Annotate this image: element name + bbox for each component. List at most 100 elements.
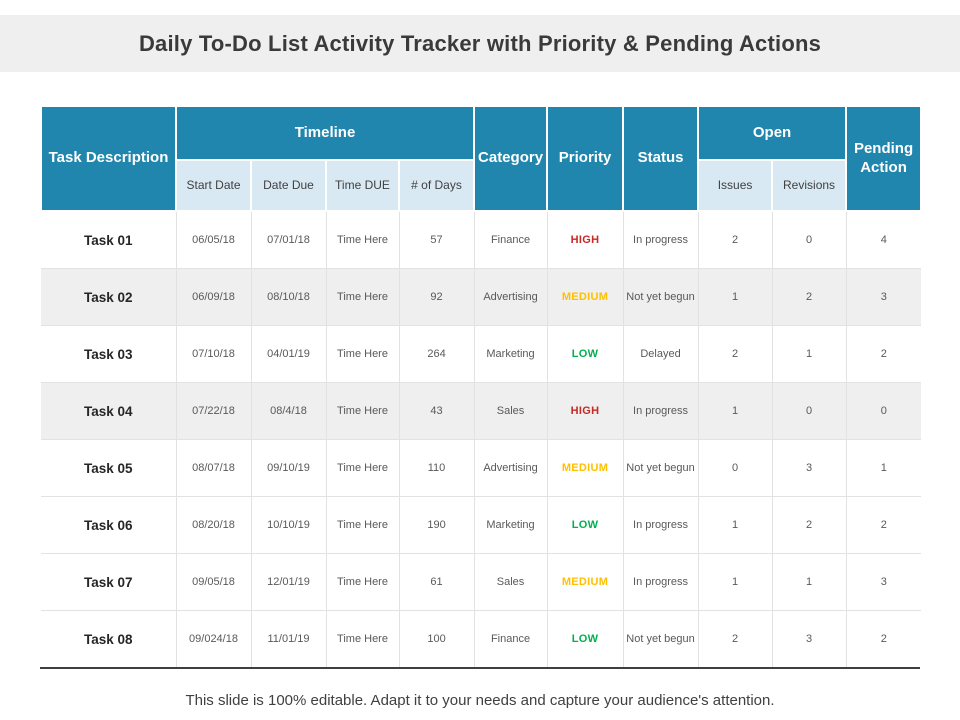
cell-start-date: 09/05/18 [175, 553, 252, 611]
task-label: Task 03 [41, 325, 177, 383]
cell-category: Finance [473, 610, 548, 667]
cell-num-days: 92 [398, 268, 475, 326]
cell-start-date: 09/024/18 [175, 610, 252, 667]
cell-num-days: 264 [398, 325, 475, 383]
task-label: Task 08 [41, 610, 177, 667]
activity-tracker-table: Task Description Timeline Category Prior… [40, 104, 923, 667]
cell-open-revisions: 2 [771, 496, 847, 554]
cell-num-days: 110 [398, 439, 475, 497]
task-label: Task 02 [41, 268, 177, 326]
table-row: Task 04 07/22/18 08/4/18 Time Here 43 Sa… [41, 382, 922, 440]
cell-priority: MEDIUM [546, 553, 624, 611]
cell-open-revisions: 1 [771, 325, 847, 383]
cell-open-issues: 2 [697, 610, 773, 667]
task-label: Task 07 [41, 553, 177, 611]
cell-open-issues: 1 [697, 553, 773, 611]
cell-start-date: 06/05/18 [175, 211, 252, 269]
cell-status: Not yet begun [622, 610, 699, 667]
header-date-due: Date Due [250, 159, 327, 212]
cell-open-issues: 2 [697, 325, 773, 383]
cell-num-days: 190 [398, 496, 475, 554]
cell-pending-action: 0 [845, 382, 922, 440]
header-time-due: Time DUE [325, 159, 400, 212]
footer-note: This slide is 100% editable. Adapt it to… [185, 692, 775, 709]
cell-pending-action: 3 [845, 268, 922, 326]
header-priority: Priority [546, 105, 625, 212]
cell-priority: LOW [546, 325, 624, 383]
cell-date-due: 10/10/19 [250, 496, 327, 554]
cell-category: Marketing [473, 496, 548, 554]
header-issues: Issues [697, 159, 774, 212]
cell-status: In progress [622, 553, 699, 611]
cell-time-due: Time Here [325, 610, 400, 667]
cell-start-date: 06/09/18 [175, 268, 252, 326]
cell-time-due: Time Here [325, 439, 400, 497]
cell-time-due: Time Here [325, 496, 400, 554]
cell-open-revisions: 0 [771, 211, 847, 269]
cell-date-due: 12/01/19 [250, 553, 327, 611]
cell-priority: HIGH [546, 382, 624, 440]
cell-date-due: 11/01/19 [250, 610, 327, 667]
table-row: Task 05 08/07/18 09/10/19 Time Here 110 … [41, 439, 922, 497]
cell-priority: HIGH [546, 211, 624, 269]
cell-priority: MEDIUM [546, 268, 624, 326]
table-row: Task 07 09/05/18 12/01/19 Time Here 61 S… [41, 553, 922, 611]
cell-start-date: 07/22/18 [175, 382, 252, 440]
cell-pending-action: 2 [845, 496, 922, 554]
table-row: Task 03 07/10/18 04/01/19 Time Here 264 … [41, 325, 922, 383]
header-category: Category [473, 105, 549, 212]
cell-pending-action: 4 [845, 211, 922, 269]
cell-date-due: 04/01/19 [250, 325, 327, 383]
cell-category: Advertising [473, 268, 548, 326]
cell-start-date: 08/20/18 [175, 496, 252, 554]
cell-open-revisions: 3 [771, 610, 847, 667]
cell-category: Sales [473, 553, 548, 611]
cell-start-date: 08/07/18 [175, 439, 252, 497]
header-revisions: Revisions [771, 159, 848, 212]
cell-num-days: 61 [398, 553, 475, 611]
cell-status: Not yet begun [622, 268, 699, 326]
page-title: Daily To-Do List Activity Tracker with P… [138, 30, 822, 56]
table-body: Task 01 06/05/18 07/01/18 Time Here 57 F… [41, 211, 922, 667]
cell-priority: MEDIUM [546, 439, 624, 497]
header-timeline: Timeline [174, 104, 476, 162]
table-row: Task 01 06/05/18 07/01/18 Time Here 57 F… [41, 211, 922, 269]
cell-date-due: 08/10/18 [250, 268, 327, 326]
cell-pending-action: 3 [845, 553, 922, 611]
cell-date-due: 07/01/18 [250, 211, 327, 269]
table-row: Task 06 08/20/18 10/10/19 Time Here 190 … [41, 496, 922, 554]
header-status: Status [622, 105, 700, 212]
header-num-days: # of Days [397, 159, 476, 212]
cell-open-issues: 1 [697, 496, 773, 554]
header-task-description: Task Description [40, 105, 177, 212]
cell-category: Advertising [473, 439, 548, 497]
table-row: Task 02 06/09/18 08/10/18 Time Here 92 A… [41, 268, 922, 326]
header-pending-action: Pending Action [845, 105, 923, 212]
cell-open-revisions: 1 [771, 553, 847, 611]
cell-date-due: 09/10/19 [250, 439, 327, 497]
cell-time-due: Time Here [325, 268, 400, 326]
slide-title-bar: Daily To-Do List Activity Tracker with P… [0, 15, 960, 72]
cell-time-due: Time Here [325, 325, 400, 383]
cell-category: Marketing [473, 325, 548, 383]
cell-status: Not yet begun [622, 439, 699, 497]
task-label: Task 01 [41, 211, 177, 269]
task-label: Task 05 [41, 439, 177, 497]
cell-open-issues: 0 [697, 439, 773, 497]
cell-open-issues: 2 [697, 211, 773, 269]
cell-start-date: 07/10/18 [175, 325, 252, 383]
cell-num-days: 43 [398, 382, 475, 440]
cell-status: In progress [622, 382, 699, 440]
cell-num-days: 57 [398, 211, 475, 269]
cell-open-issues: 1 [697, 382, 773, 440]
cell-open-issues: 1 [697, 268, 773, 326]
cell-open-revisions: 0 [771, 382, 847, 440]
cell-pending-action: 1 [845, 439, 922, 497]
cell-category: Finance [473, 211, 548, 269]
cell-open-revisions: 2 [771, 268, 847, 326]
activity-tracker-table-wrap: Task Description Timeline Category Prior… [40, 104, 923, 669]
cell-num-days: 100 [398, 610, 475, 667]
cell-time-due: Time Here [325, 382, 400, 440]
cell-category: Sales [473, 382, 548, 440]
cell-status: In progress [622, 496, 699, 554]
